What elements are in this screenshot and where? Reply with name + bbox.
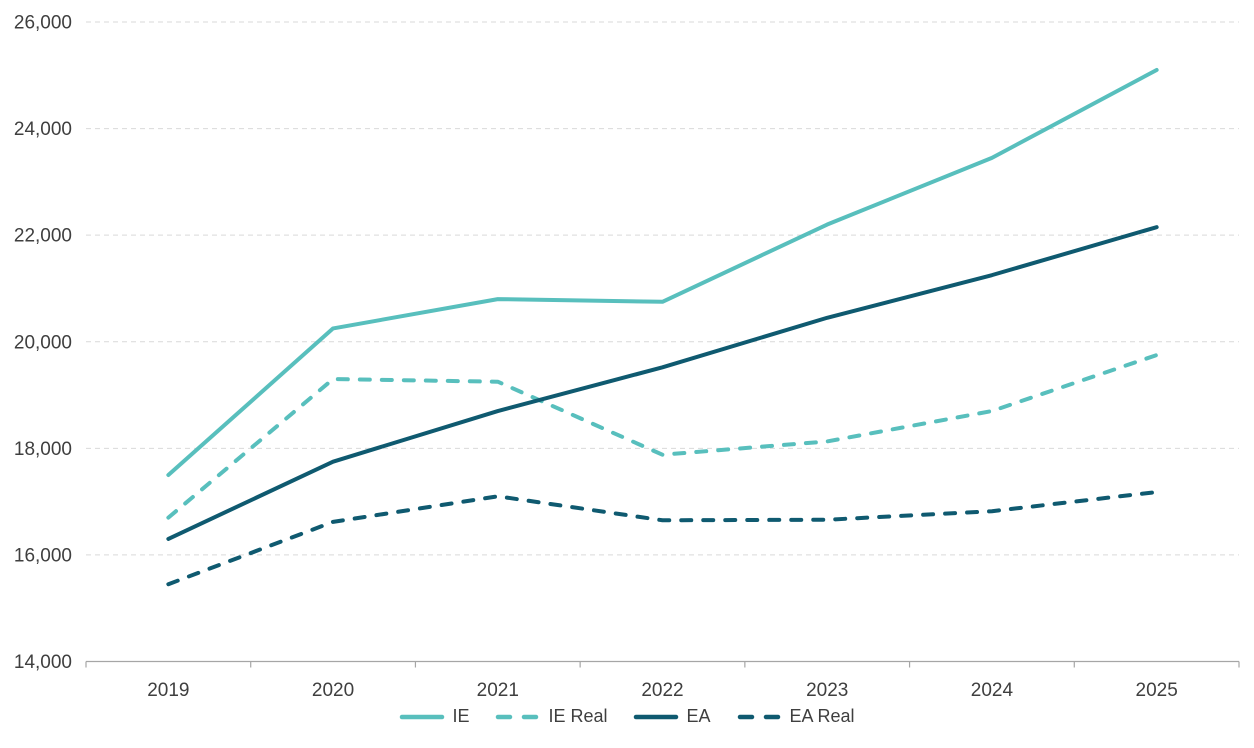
legend-label: EA xyxy=(686,706,711,726)
y-axis-tick-label: 22,000 xyxy=(14,226,72,247)
series-line-ie-real xyxy=(166,353,1159,520)
legend-label: IE xyxy=(452,706,470,726)
y-axis-tick-label: 24,000 xyxy=(14,119,72,140)
series-line-ea-real xyxy=(166,490,1159,587)
y-axis-tick-label: 26,000 xyxy=(14,13,72,34)
series-line-ea xyxy=(166,225,1159,541)
x-axis-tick-label: 2022 xyxy=(641,680,683,701)
legend-label: EA Real xyxy=(789,706,855,726)
legend-item-ie: IE xyxy=(399,706,469,727)
x-axis-tick-label: 2019 xyxy=(147,680,189,701)
legend-swatch-dashed-line xyxy=(496,714,541,719)
legend-label: IE Real xyxy=(548,706,608,726)
legend-item-ea-real: EA Real xyxy=(737,706,855,727)
legend-item-ea: EA xyxy=(633,706,711,727)
x-axis-tick-label: 2020 xyxy=(312,680,354,701)
legend-swatch-dashed-line xyxy=(737,714,782,719)
x-axis-tick-label: 2021 xyxy=(477,680,519,701)
legend-swatch-solid-line xyxy=(400,714,445,719)
chart-plot-area: 14,000 16,000 18,000 20,000 22,000 24,000 26,0… xyxy=(14,13,1240,701)
y-axis-tick-label: 18,000 xyxy=(14,439,72,460)
y-axis-tick-label: 20,000 xyxy=(14,332,72,353)
x-axis-tick-label: 2025 xyxy=(1136,680,1178,701)
legend-item-ie-real: IE Real xyxy=(495,706,607,727)
y-axis-tick-label: 16,000 xyxy=(14,545,72,566)
x-axis-tick-label: 2024 xyxy=(971,680,1014,701)
y-axis-tick-label: 14,000 xyxy=(14,652,72,673)
legend-swatch-solid-line xyxy=(634,714,679,719)
chart-legend: IE IE Real EA EA Real xyxy=(0,706,1254,727)
x-axis-tick-label: 2023 xyxy=(806,680,848,701)
series-line-ie xyxy=(166,67,1159,477)
